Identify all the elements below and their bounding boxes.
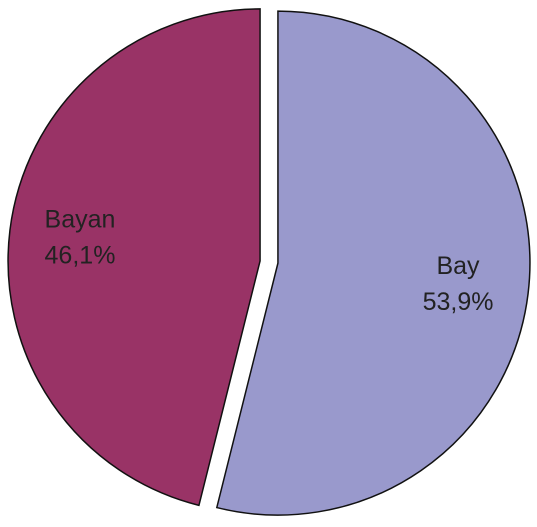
slice-label: Bayan	[45, 205, 116, 233]
pie-slice	[7, 8, 261, 507]
slice-value-label: 53,9%	[423, 288, 494, 316]
slice-value-label: 46,1%	[45, 241, 116, 269]
pie-slice	[215, 10, 531, 516]
slice-label: Bay	[436, 252, 480, 280]
